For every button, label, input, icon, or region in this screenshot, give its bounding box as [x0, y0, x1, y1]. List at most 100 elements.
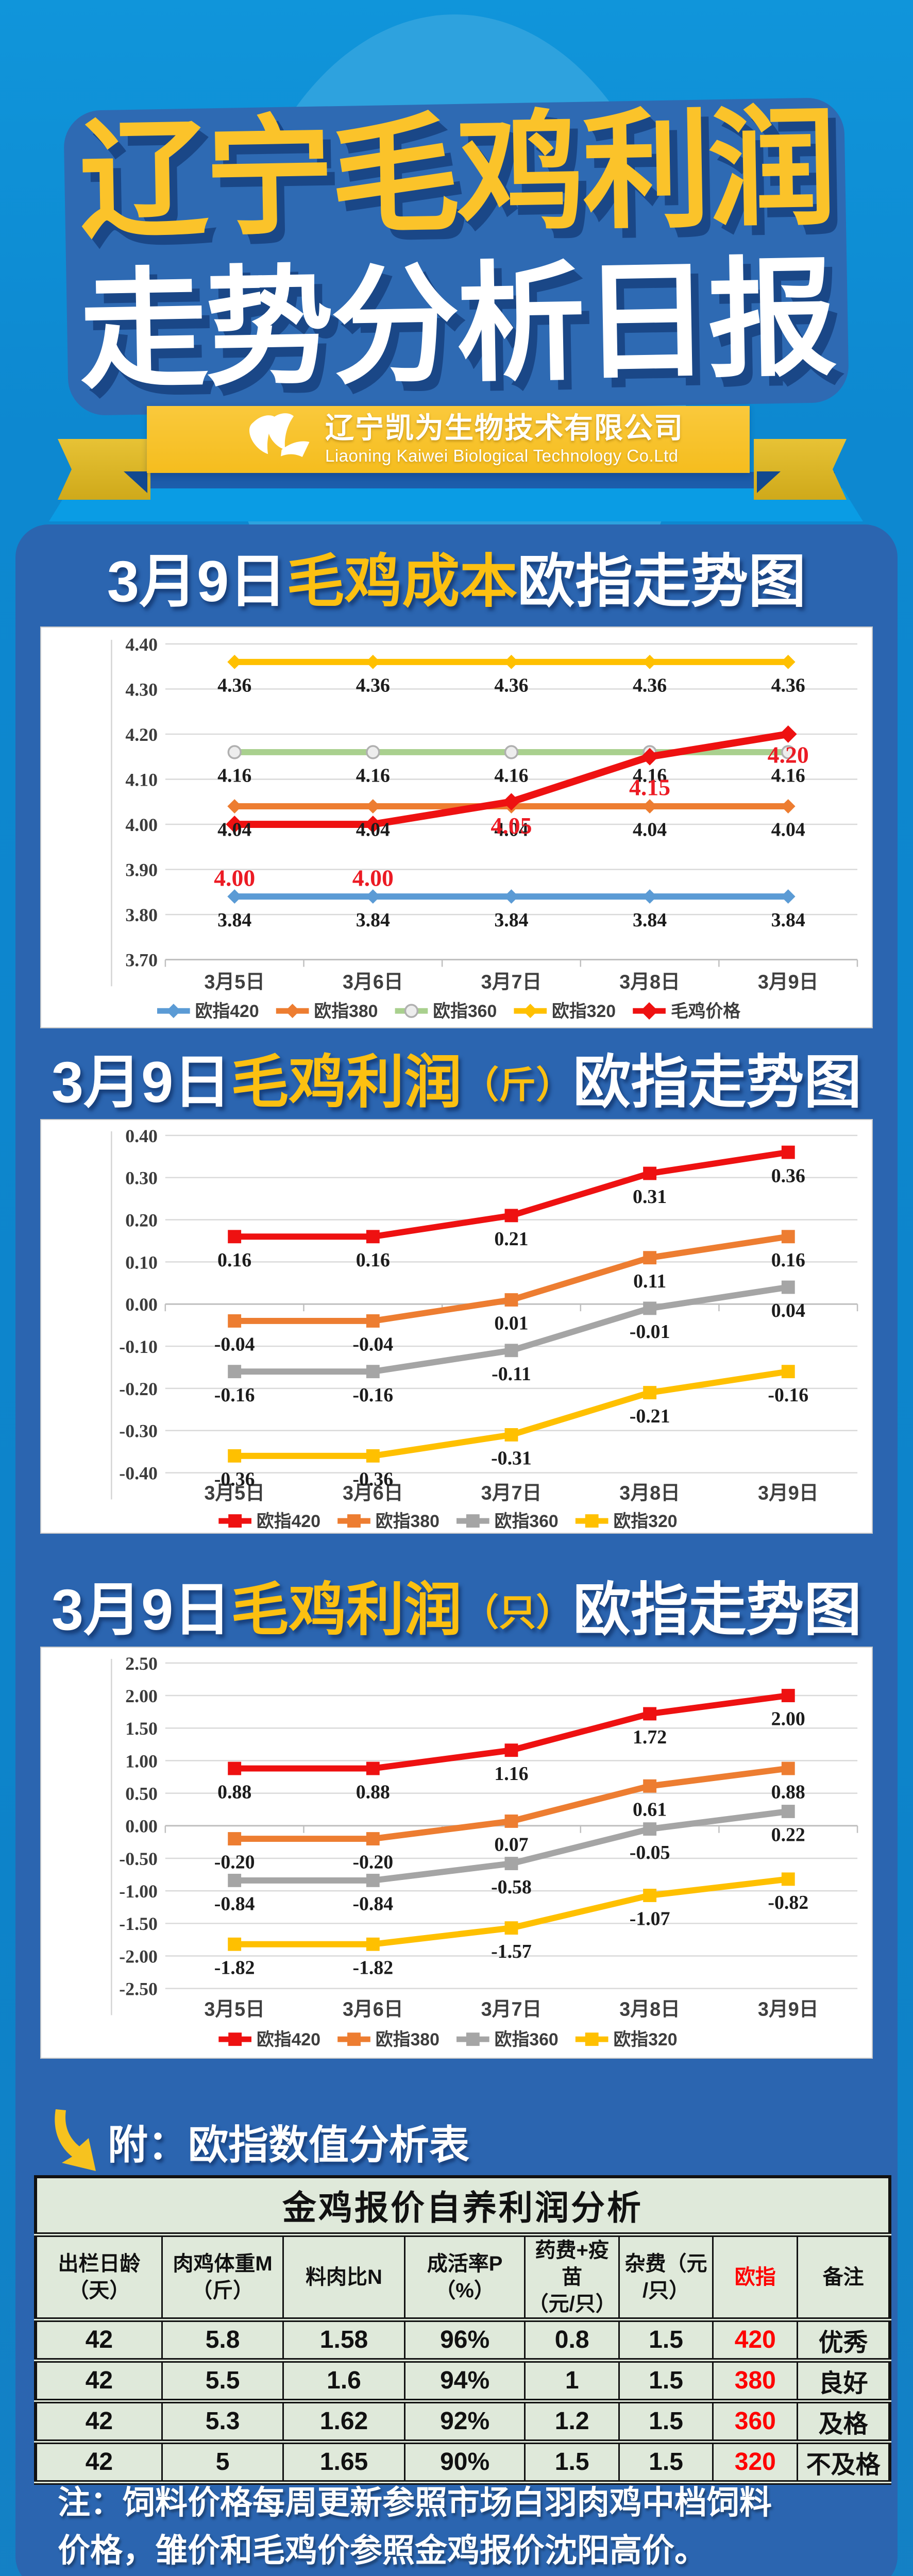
svg-text:-0.84: -0.84 [214, 1893, 255, 1915]
company-banner: 辽宁凯为生物技术有限公司 Liaoning Kaiwei Biological … [147, 406, 750, 473]
svg-text:-1.00: -1.00 [119, 1881, 158, 1902]
table-cell: 1.5 [618, 2442, 714, 2485]
svg-text:-1.50: -1.50 [119, 1913, 158, 1934]
svg-text:欧指420: 欧指420 [195, 1002, 259, 1021]
svg-text:欧指380: 欧指380 [376, 1512, 439, 1531]
svg-text:欧指360: 欧指360 [495, 1512, 559, 1531]
svg-text:3月6日: 3月6日 [343, 1482, 403, 1504]
ribbon-fold-right [757, 471, 781, 493]
svg-text:欧指380: 欧指380 [376, 2030, 439, 2049]
column-header: 肉鸡体重M （斤） [161, 2234, 284, 2322]
svg-text:欧指360: 欧指360 [495, 2030, 559, 2049]
profit-zhi-chart-panel: 2.50 2.00 1.50 1.00 0.50 0.00 -0.50 -1.00 -1.50 -… [40, 1647, 873, 2059]
svg-text:3.84: 3.84 [771, 909, 805, 931]
svg-text:4.00: 4.00 [214, 865, 255, 891]
table-row: 42 5.3 1.62 92% 1.2 1.5 360 及格 [35, 2401, 891, 2444]
svg-text:-0.11: -0.11 [492, 1363, 531, 1385]
profit-analysis-table: 金鸡报价自养利润分析 出栏日龄 （天） 肉鸡体重M （斤） 料肉比N 成活率P （%）药… [34, 2175, 891, 2485]
svg-text:-0.04: -0.04 [214, 1334, 255, 1355]
svg-text:0.30: 0.30 [125, 1168, 158, 1189]
table-cell: 42 [35, 2442, 163, 2485]
svg-text:4.16: 4.16 [217, 765, 251, 787]
analysis-heading-text: 附：欧指数值分析表 [108, 2122, 470, 2167]
table-row: 42 5.5 1.6 94% 1 1.5 380 良好 [35, 2360, 891, 2403]
svg-text:-2.50: -2.50 [119, 1979, 158, 1999]
table-cell: 1.5 [618, 2319, 714, 2363]
svg-text:0.88: 0.88 [356, 1781, 390, 1803]
column-header: 备注 [797, 2234, 891, 2322]
svg-text:-1.82: -1.82 [352, 1957, 393, 1978]
svg-text:0.00: 0.00 [125, 1816, 158, 1837]
svg-text:4.36: 4.36 [771, 675, 805, 697]
svg-text:4.04: 4.04 [356, 819, 390, 841]
column-header: 欧指 [712, 2234, 799, 2322]
column-header: 药费+疫苗 （元/只） [524, 2234, 620, 2322]
section-title-highlight: 毛鸡利润 [231, 1050, 462, 1114]
svg-text:4.36: 4.36 [494, 675, 528, 697]
svg-text:-0.84: -0.84 [352, 1893, 393, 1915]
svg-text:2.50: 2.50 [125, 1653, 158, 1674]
table-cell: 5.3 [161, 2401, 284, 2444]
section-title-prefix: 3月9日 [107, 549, 287, 614]
table-cell: 及格 [797, 2401, 891, 2444]
svg-text:4.30: 4.30 [125, 679, 158, 700]
svg-text:3.84: 3.84 [633, 909, 667, 931]
svg-text:3月8日: 3月8日 [619, 971, 680, 993]
svg-text:4.04: 4.04 [633, 819, 667, 841]
svg-text:-0.40: -0.40 [119, 1463, 158, 1484]
svg-text:3月8日: 3月8日 [619, 1998, 680, 2020]
table-cell: 380 [712, 2360, 799, 2403]
svg-text:4.16: 4.16 [633, 765, 667, 787]
svg-text:4.16: 4.16 [356, 765, 390, 787]
svg-text:3.80: 3.80 [125, 905, 158, 925]
section-title-prefix: 3月9日 [51, 1050, 231, 1114]
svg-text:0.50: 0.50 [125, 1784, 158, 1804]
svg-text:3.90: 3.90 [125, 860, 158, 880]
svg-text:0.16: 0.16 [217, 1249, 251, 1271]
table-cell: 1.2 [524, 2401, 620, 2444]
svg-text:3.70: 3.70 [125, 950, 158, 971]
ribbon-cyan-band [49, 488, 863, 521]
svg-text:3月5日: 3月5日 [204, 1998, 265, 2020]
section-title-highlight: 毛鸡利润 [231, 1578, 462, 1642]
svg-text:-2.00: -2.00 [119, 1946, 158, 1967]
footnote-line2: 价格，雏价和毛鸡价参照金鸡报价沈阳高价。 [58, 2533, 707, 2569]
svg-text:3月6日: 3月6日 [343, 971, 403, 993]
svg-text:-0.04: -0.04 [352, 1334, 393, 1355]
svg-text:0.22: 0.22 [771, 1824, 805, 1846]
section-title-suffix: 欧指走势图 [517, 549, 806, 614]
table-cell: 1 [524, 2360, 620, 2403]
svg-text:-1.57: -1.57 [491, 1941, 532, 1962]
analysis-heading: 附：欧指数值分析表 [47, 2108, 469, 2175]
svg-text:4.36: 4.36 [356, 675, 390, 697]
svg-text:-0.16: -0.16 [352, 1384, 393, 1406]
table-title-row: 金鸡报价自养利润分析 [35, 2177, 891, 2237]
company-text-block: 辽宁凯为生物技术有限公司 Liaoning Kaiwei Biological … [325, 413, 684, 466]
svg-text:0.00: 0.00 [125, 1294, 158, 1315]
svg-text:-0.50: -0.50 [119, 1849, 158, 1869]
svg-text:0.07: 0.07 [494, 1834, 528, 1856]
section-title-suffix: 欧指走势图 [573, 1578, 862, 1642]
table-cell: 1.5 [618, 2360, 714, 2403]
svg-text:-0.16: -0.16 [768, 1384, 808, 1406]
svg-text:-0.01: -0.01 [630, 1321, 670, 1343]
svg-text:1.16: 1.16 [494, 1763, 528, 1785]
column-header: 料肉比N [282, 2234, 405, 2322]
svg-text:4.00: 4.00 [125, 815, 158, 835]
svg-text:4.04: 4.04 [494, 819, 528, 841]
table-cell: 320 [712, 2442, 799, 2485]
table-cell: 94% [403, 2360, 526, 2403]
table-cell: 42 [35, 2360, 163, 2403]
company-name-en: Liaoning Kaiwei Biological Technology Co… [325, 446, 679, 466]
svg-text:4.20: 4.20 [125, 724, 158, 745]
profit-jin-chart-panel: 0.40 0.30 0.20 0.10 0.00 -0.10 -0.20 -0.30 -0.40… [40, 1119, 873, 1534]
svg-text:欧指320: 欧指320 [552, 1002, 616, 1021]
svg-text:4.16: 4.16 [771, 765, 805, 787]
svg-text:4.36: 4.36 [217, 675, 251, 697]
svg-text:3月9日: 3月9日 [758, 971, 819, 993]
table-cell: 1.5 [524, 2442, 620, 2485]
company-name-cn: 辽宁凯为生物技术有限公司 [325, 411, 684, 444]
svg-text:0.01: 0.01 [494, 1313, 528, 1334]
company-logo-icon [249, 413, 310, 457]
section-title-unit: （只） [462, 1592, 573, 1634]
